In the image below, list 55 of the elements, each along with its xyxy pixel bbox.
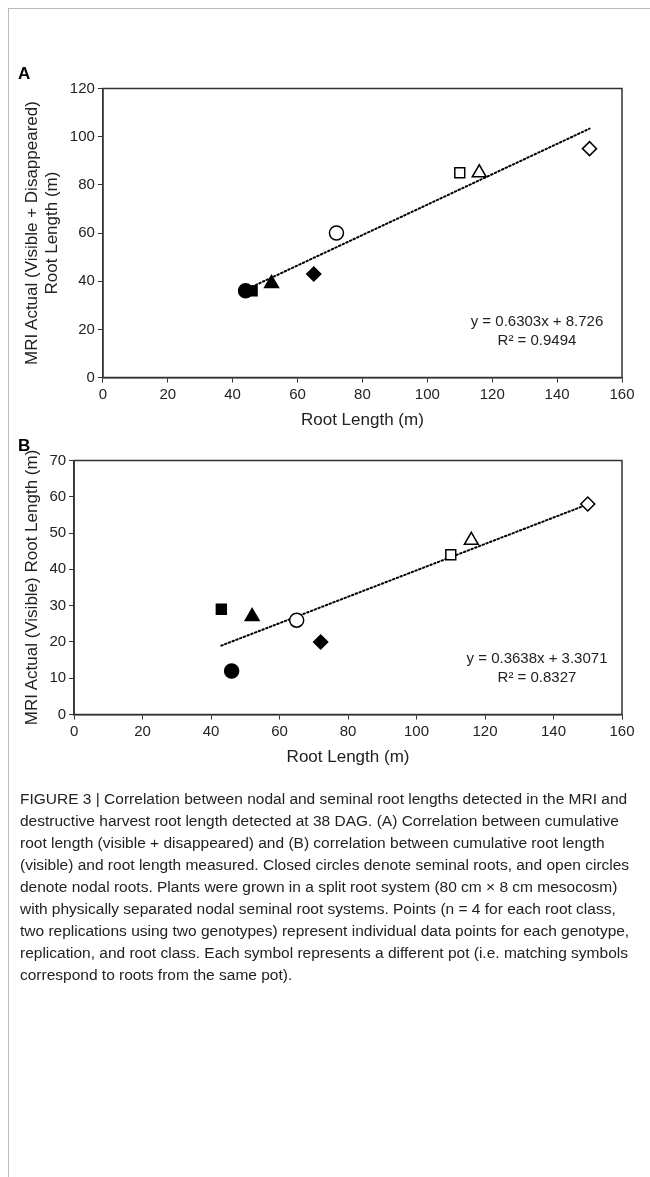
y-tick-label: 100 [69, 126, 95, 144]
x-tick-label: 60 [289, 384, 306, 402]
point [237, 283, 254, 299]
y-tick-label: 80 [78, 174, 95, 192]
point [580, 496, 596, 512]
text: FIGURE 3 | Correlation between nodal and seminal root lengths detected in the MRI and destructive harvest root length detected at 38 DAG. (A) Correlation between cumulative root length (visible + disappeared) and (B) correlation between cumulative root length (visible) and root length measured. Closed circles denote seminal roots, and open circles denote nodal roots. Plants were grown in a split root system (80 cm × 8 cm mesocosm) with physically separated nodal seminal root systems. Points (n = 4 for each root class, two replications using two genotypes) represent individual data points for each genotype, replication, and root class. Each symbol represents a different pot (i.e. matching symbols correspond to roots from the same pot). [20, 790, 630, 983]
x-tick-label: 0 [98, 384, 107, 402]
point [471, 164, 487, 178]
x-tick-label: 160 [609, 384, 635, 402]
point [581, 140, 598, 157]
y-axis-title: MRI Actual (Visible + Disappeared) Root Length (m) [21, 101, 62, 365]
point [305, 266, 322, 282]
annotation: R² = 0.8327 [497, 667, 577, 685]
chart-title: A [18, 63, 31, 83]
annotation: y = 0.6303x + 8.726 [470, 311, 604, 329]
point [454, 167, 466, 179]
y-tick-label: 40 [78, 271, 95, 289]
point [215, 603, 228, 615]
annotation: R² = 0.9494 [497, 330, 577, 348]
x-tick-label: 100 [404, 721, 430, 739]
x-axis-title: Root Length (m) [286, 747, 410, 767]
point [445, 549, 457, 561]
y-tick-label: 0 [86, 367, 95, 385]
y-tick-label: 20 [78, 319, 95, 337]
x-tick-label: 140 [540, 721, 567, 739]
y-tick-label: 20 [49, 632, 67, 650]
y-tick-label: 50 [49, 523, 67, 541]
x-tick-label: 100 [414, 384, 440, 402]
y-tick-label: 0 [57, 704, 67, 722]
y-tick-label: 70 [49, 450, 67, 468]
x-tick-label: 80 [339, 721, 357, 739]
point [223, 663, 240, 679]
y-tick-label: 120 [69, 78, 95, 96]
y-tick-label: 60 [49, 486, 67, 504]
x-tick-label: 140 [544, 384, 570, 402]
x-tick-label: 120 [479, 384, 505, 402]
annotation: y = 0.3638x + 3.3071 [466, 648, 608, 666]
y-tick-label: 10 [49, 668, 67, 686]
x-axis-title: Root Length (m) [300, 410, 424, 430]
x-tick-label: 20 [159, 384, 177, 402]
point [328, 225, 345, 241]
x-tick-label: 80 [354, 384, 371, 402]
x-tick-label: 120 [472, 721, 498, 739]
y-tick-label: 30 [49, 595, 67, 613]
point [312, 634, 329, 650]
x-tick-label: 60 [271, 721, 288, 739]
point [244, 607, 260, 622]
point [288, 612, 305, 628]
x-tick-label: 40 [202, 721, 220, 739]
y-tick-label: 40 [49, 559, 67, 577]
x-tick-label: 160 [609, 721, 635, 739]
x-tick-label: 40 [224, 384, 241, 402]
point [463, 531, 479, 546]
x-tick-label: 20 [134, 721, 151, 739]
y-tick-label: 60 [78, 223, 95, 241]
